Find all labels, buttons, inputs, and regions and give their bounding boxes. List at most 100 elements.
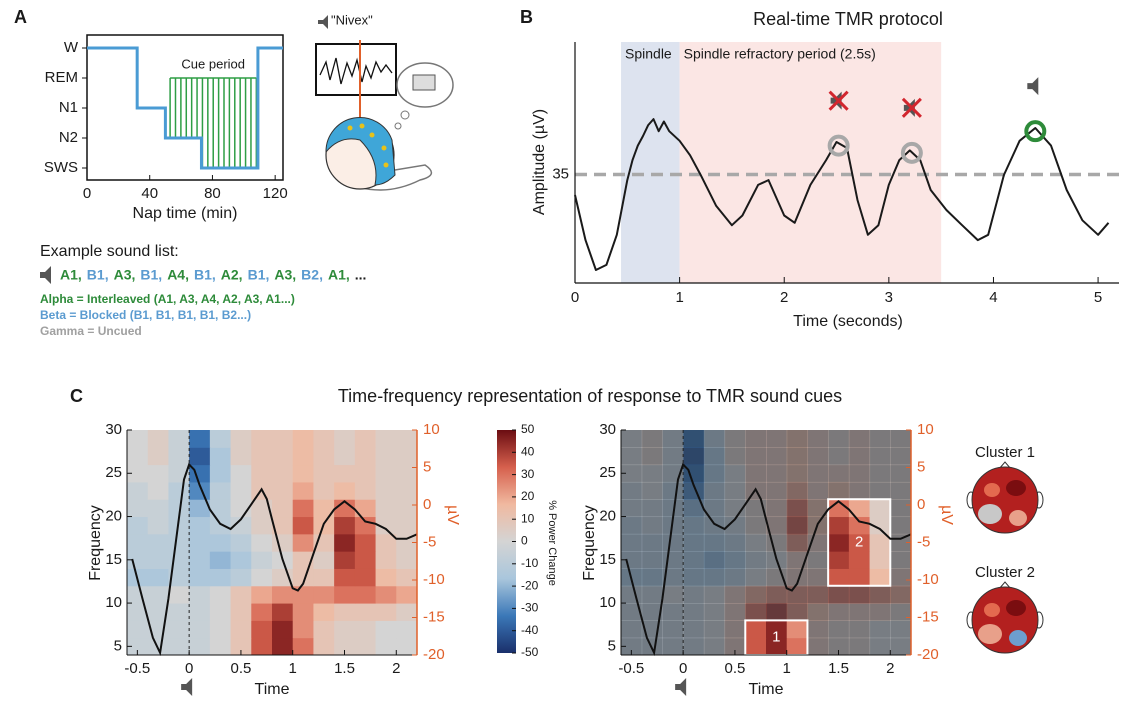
heatmap-cell bbox=[334, 499, 356, 518]
heatmap-cell bbox=[168, 430, 190, 448]
y2-tick-label: 5 bbox=[423, 458, 431, 475]
heatmap-cell bbox=[766, 481, 788, 500]
eeg-cap bbox=[325, 117, 396, 186]
x-tick-label: 4 bbox=[989, 289, 997, 306]
heatmap-cell bbox=[292, 551, 314, 569]
heatmap-cell bbox=[683, 620, 705, 639]
x-tick-label: 5 bbox=[1094, 289, 1102, 306]
heatmap-cell bbox=[766, 430, 788, 448]
heatmap-cell bbox=[127, 603, 149, 621]
heatmap-cell bbox=[147, 568, 169, 587]
sound-token: ... bbox=[355, 267, 367, 283]
heatmap-cell bbox=[272, 447, 294, 466]
y-tick-label: SWS bbox=[44, 159, 78, 176]
heatmap-cell bbox=[890, 516, 912, 535]
heatmap-cell bbox=[127, 533, 149, 552]
speaker-icon bbox=[181, 678, 193, 696]
marker bbox=[900, 141, 923, 164]
heatmap-cell bbox=[683, 430, 705, 448]
heatmap-cell bbox=[703, 637, 726, 656]
heatmap-cell bbox=[375, 637, 397, 656]
heatmap-cell bbox=[828, 620, 850, 639]
heatmap-cell bbox=[869, 585, 891, 604]
heatmap-cell bbox=[354, 516, 377, 535]
heatmap-cell bbox=[375, 430, 397, 448]
x-tick-label: 1 bbox=[289, 660, 297, 677]
heatmap-cell bbox=[766, 585, 788, 604]
heatmap-cell bbox=[209, 430, 232, 448]
cross bbox=[828, 90, 849, 111]
topo-patch bbox=[978, 624, 1002, 644]
heatmap-cell bbox=[272, 533, 294, 552]
thought-dot bbox=[394, 122, 402, 130]
heatmap-cell bbox=[869, 516, 891, 535]
heatmap-cell bbox=[396, 620, 418, 639]
heatmap-cell bbox=[189, 603, 211, 621]
y-tick-label: 20 bbox=[105, 508, 122, 525]
x-tick-label: 1 bbox=[675, 289, 683, 306]
heatmap-cell bbox=[251, 551, 273, 569]
heatmap-cell bbox=[168, 481, 190, 500]
heatmap-cell bbox=[621, 620, 643, 639]
heatmap-cell bbox=[209, 620, 232, 639]
heatmap-cell bbox=[890, 499, 912, 518]
heatmap-cell bbox=[641, 551, 663, 569]
heatmap-cell bbox=[724, 603, 746, 621]
region-label: Spindle bbox=[625, 46, 672, 62]
y-axis-label: Frequency bbox=[87, 505, 104, 581]
heatmap-cell bbox=[375, 447, 397, 466]
heatmap-cell bbox=[292, 637, 314, 656]
heatmap-cell bbox=[641, 585, 663, 604]
heatmap-cell bbox=[641, 481, 663, 500]
heatmap-cell bbox=[641, 516, 663, 535]
heatmap-cell bbox=[313, 551, 335, 569]
heatmap-cell bbox=[807, 620, 829, 639]
heatmap-cell bbox=[292, 499, 314, 518]
heatmap-cell bbox=[209, 585, 232, 604]
heatmap-cell bbox=[354, 585, 377, 604]
heatmap-cell bbox=[766, 499, 788, 518]
heatmap-cell bbox=[334, 516, 356, 535]
heatmap-cell bbox=[869, 533, 891, 552]
heatmap-cell bbox=[230, 481, 252, 500]
heatmap-cell bbox=[890, 637, 912, 656]
y-tick-label: 30 bbox=[105, 421, 122, 438]
heatmap-cell bbox=[147, 430, 169, 448]
illustration: "Nivex" bbox=[315, 12, 454, 191]
heatmap-cell bbox=[251, 447, 273, 466]
x-tick-label: 0 bbox=[83, 185, 91, 202]
topo-patch bbox=[984, 483, 1000, 497]
heatmap-cell bbox=[127, 447, 149, 466]
heatmap-cell bbox=[621, 516, 643, 535]
heatmap-cell bbox=[621, 447, 643, 466]
heatmap-cell bbox=[807, 447, 829, 466]
colorbar-tick-label: -30 bbox=[521, 601, 539, 615]
thought-object bbox=[412, 74, 436, 91]
electrode bbox=[347, 125, 353, 131]
heatmap-cell bbox=[168, 568, 190, 587]
heatmap-cell bbox=[890, 568, 912, 587]
heatmap-cell bbox=[251, 585, 273, 604]
heatmap-cell bbox=[766, 533, 788, 552]
y-tick-label: 15 bbox=[599, 551, 616, 568]
heatmap-cell bbox=[375, 499, 397, 518]
heatmap-cell bbox=[292, 585, 314, 604]
heatmap-cell bbox=[724, 430, 746, 448]
heatmap-cell bbox=[745, 447, 767, 466]
heatmap-cell bbox=[662, 551, 684, 569]
heatmap-cell bbox=[396, 603, 418, 621]
heatmap-cell bbox=[354, 430, 377, 448]
heatmap-cell bbox=[230, 447, 252, 466]
heatmap-cell bbox=[807, 499, 829, 518]
y2-tick-label: -15 bbox=[423, 608, 445, 625]
heatmap-cell bbox=[662, 603, 684, 621]
eeg-line bbox=[574, 118, 1110, 271]
heatmap-cell bbox=[848, 585, 871, 604]
heatmap-cell bbox=[662, 499, 684, 518]
heatmap-cell bbox=[375, 620, 397, 639]
heatmap-cell bbox=[189, 585, 211, 604]
sound-token: B1, bbox=[87, 267, 109, 283]
heatmap-cell bbox=[848, 551, 871, 569]
heatmap-cell bbox=[786, 585, 808, 604]
x-tick-label: 0.5 bbox=[230, 660, 251, 677]
